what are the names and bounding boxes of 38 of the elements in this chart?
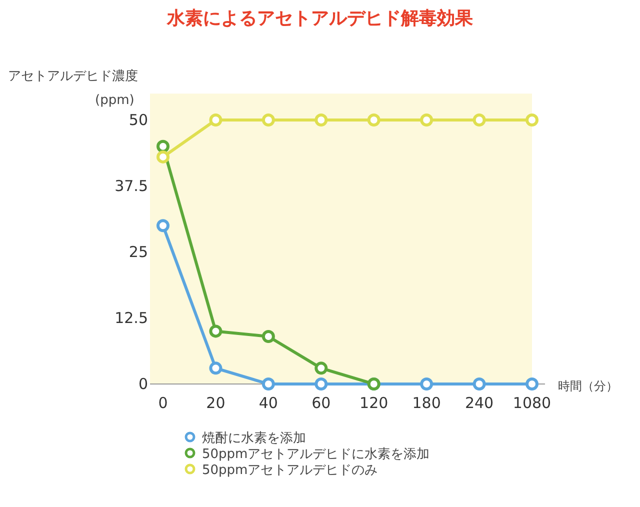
y-tick-label: 37.5 [114, 177, 148, 195]
y-tick-label: 0 [138, 375, 148, 393]
point [209, 362, 222, 375]
point [156, 150, 170, 164]
x-axis-title: 時間（分） [558, 379, 618, 393]
point [472, 114, 486, 126]
point [262, 330, 275, 343]
point [314, 114, 328, 126]
point [420, 114, 434, 126]
point [156, 140, 170, 153]
point [209, 114, 222, 126]
point [209, 324, 222, 338]
point [472, 378, 486, 390]
y-tick-label: 12.5 [114, 309, 148, 327]
legend-label: 焼酎に水素を添加 [202, 431, 306, 446]
point [367, 114, 380, 126]
x-tick-label: 20 [206, 394, 226, 412]
point [156, 219, 170, 232]
legend-label: 50ppmアセトアルデヒドに水素を添加 [202, 447, 430, 462]
y-axis-title: アセトアルデヒド濃度 (ppm) [8, 68, 138, 108]
point [262, 114, 275, 126]
chart-title: 水素によるアセトアルデヒド解毒効果 [166, 8, 474, 29]
point [262, 378, 275, 390]
x-tick-label: 40 [258, 394, 278, 412]
x-tick-label: 120 [360, 394, 388, 412]
legend-label: 50ppmアセトアルデヒドのみ [202, 463, 378, 478]
point [314, 378, 328, 390]
point [314, 362, 328, 375]
y-tick-label: 25 [128, 243, 148, 261]
x-tick-label: 1080 [512, 394, 552, 412]
x-tick-label: 240 [464, 394, 494, 412]
point [526, 114, 538, 126]
point [526, 378, 538, 390]
y-tick-label: 50 [128, 111, 148, 129]
point [420, 378, 434, 390]
x-tick-label: 180 [412, 394, 441, 412]
x-tick-label: 60 [312, 394, 331, 412]
x-tick-label: 0 [158, 394, 168, 412]
